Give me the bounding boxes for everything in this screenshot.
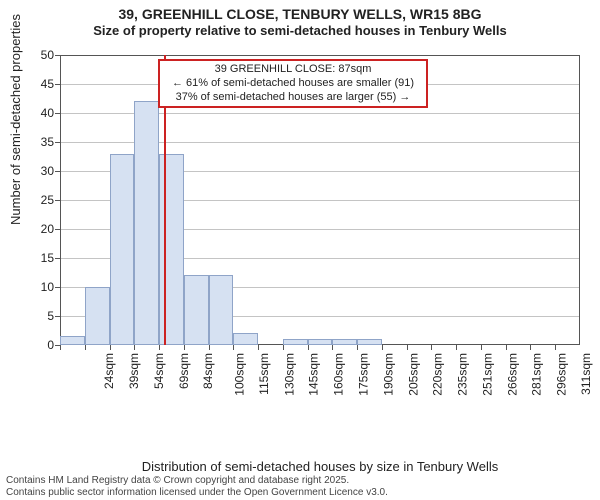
x-tick-label: 281sqm — [530, 353, 544, 396]
y-tick-label: 15 — [24, 251, 54, 265]
histogram-bar — [357, 339, 382, 345]
histogram-bar — [110, 154, 135, 345]
x-tick-label: 296sqm — [555, 353, 569, 396]
title-line-2: Size of property relative to semi-detach… — [0, 23, 600, 38]
y-tick-label: 10 — [24, 280, 54, 294]
x-tick-label: 160sqm — [332, 353, 346, 396]
y-axis-label: Number of semi-detached properties — [8, 14, 23, 225]
annotation-box: 39 GREENHILL CLOSE: 87sqm← 61% of semi-d… — [158, 59, 428, 108]
histogram-bar — [332, 339, 357, 345]
histogram-bar — [60, 336, 85, 345]
x-tick — [506, 345, 507, 350]
y-tick-label: 30 — [24, 164, 54, 178]
x-tick-label: 266sqm — [505, 353, 519, 396]
y-tick-label: 20 — [24, 222, 54, 236]
x-axis-label: Distribution of semi-detached houses by … — [60, 459, 580, 474]
x-tick — [134, 345, 135, 350]
x-tick — [332, 345, 333, 350]
annotation-line-1: 39 GREENHILL CLOSE: 87sqm — [164, 63, 422, 77]
histogram-bar — [85, 287, 110, 345]
annotation-line-3: 37% of semi-detached houses are larger (… — [164, 91, 422, 105]
y-tick — [55, 316, 60, 317]
x-tick — [209, 345, 210, 350]
footer-text: Contains HM Land Registry data © Crown c… — [6, 475, 388, 498]
footer-line-1: Contains HM Land Registry data © Crown c… — [6, 475, 388, 487]
x-tick-label: 175sqm — [357, 353, 371, 396]
x-tick — [308, 345, 309, 350]
y-tick-label: 35 — [24, 135, 54, 149]
y-tick-label: 50 — [24, 48, 54, 62]
y-tick — [55, 171, 60, 172]
y-tick-label: 25 — [24, 193, 54, 207]
histogram-bar — [283, 339, 308, 345]
chart-container: 39, GREENHILL CLOSE, TENBURY WELLS, WR15… — [0, 0, 600, 500]
y-tick — [55, 229, 60, 230]
x-tick — [110, 345, 111, 350]
x-tick — [407, 345, 408, 350]
x-tick — [456, 345, 457, 350]
x-tick-label: 24sqm — [102, 353, 116, 389]
histogram-bar — [209, 275, 234, 345]
histogram-bar — [184, 275, 209, 345]
annotation-line-2: ← 61% of semi-detached houses are smalle… — [164, 77, 422, 91]
histogram-bar — [134, 101, 159, 345]
x-tick-label: 145sqm — [307, 353, 321, 396]
y-tick — [55, 142, 60, 143]
x-tick-label: 84sqm — [201, 353, 215, 389]
y-tick-label: 45 — [24, 77, 54, 91]
x-tick-label: 205sqm — [406, 353, 420, 396]
y-tick — [55, 287, 60, 288]
x-tick-label: 115sqm — [257, 353, 271, 395]
y-tick-label: 0 — [24, 338, 54, 352]
x-tick-label: 100sqm — [233, 353, 247, 396]
x-tick-label: 235sqm — [456, 353, 470, 396]
histogram-bar — [308, 339, 333, 345]
x-tick-label: 39sqm — [127, 353, 141, 389]
x-tick — [431, 345, 432, 350]
y-tick — [55, 113, 60, 114]
x-tick — [382, 345, 383, 350]
x-tick — [60, 345, 61, 350]
y-tick — [55, 200, 60, 201]
histogram-bar — [233, 333, 258, 345]
x-tick-label: 311sqm — [579, 353, 593, 395]
y-tick-label: 5 — [24, 309, 54, 323]
histogram-bar — [159, 154, 184, 345]
x-tick-label: 220sqm — [431, 353, 445, 396]
y-tick — [55, 258, 60, 259]
title-block: 39, GREENHILL CLOSE, TENBURY WELLS, WR15… — [0, 0, 600, 38]
x-tick — [233, 345, 234, 350]
x-tick-label: 54sqm — [152, 353, 166, 389]
title-line-1: 39, GREENHILL CLOSE, TENBURY WELLS, WR15… — [0, 6, 600, 22]
x-tick-label: 190sqm — [381, 353, 395, 396]
x-tick — [159, 345, 160, 350]
x-tick — [85, 345, 86, 350]
x-tick — [184, 345, 185, 350]
x-tick — [481, 345, 482, 350]
x-tick — [258, 345, 259, 350]
y-tick — [55, 55, 60, 56]
x-tick — [283, 345, 284, 350]
x-tick — [357, 345, 358, 350]
footer-line-2: Contains public sector information licen… — [6, 487, 388, 499]
x-tick — [530, 345, 531, 350]
y-tick — [55, 84, 60, 85]
plot-area: 0510152025303540455024sqm39sqm54sqm69sqm… — [60, 55, 580, 400]
x-tick — [555, 345, 556, 350]
x-tick-label: 69sqm — [177, 353, 191, 389]
x-tick-label: 251sqm — [481, 353, 495, 396]
y-tick-label: 40 — [24, 106, 54, 120]
x-tick-label: 130sqm — [282, 353, 296, 396]
